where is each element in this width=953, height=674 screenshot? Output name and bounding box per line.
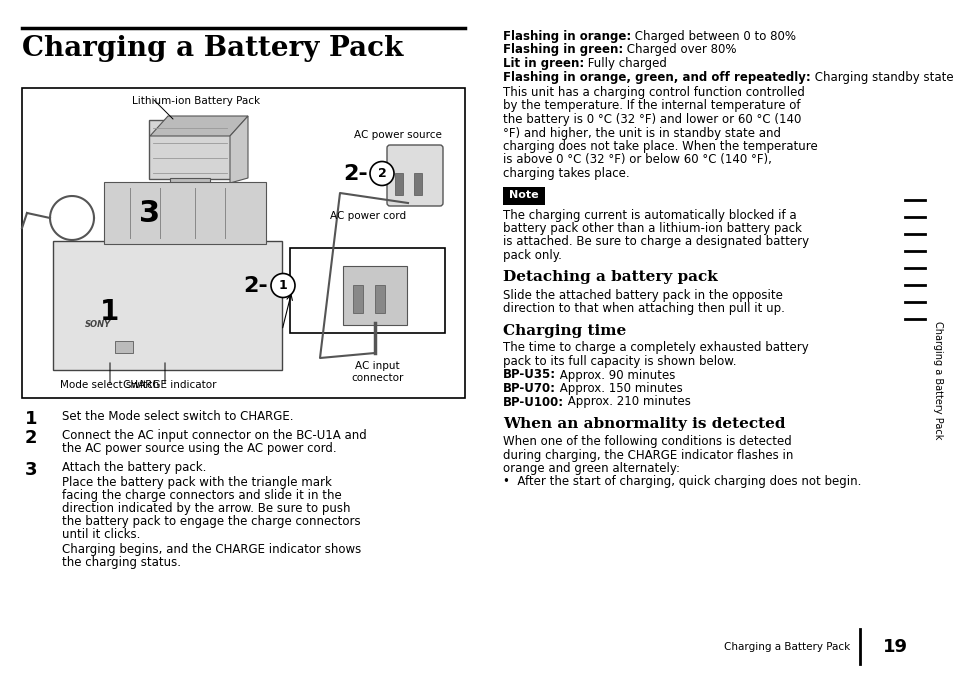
Text: BP-U35:: BP-U35: [502,369,556,381]
Text: Charging a Battery Pack: Charging a Battery Pack [932,321,942,439]
Circle shape [271,274,294,297]
Text: 3: 3 [139,199,160,228]
Text: Charged over 80%: Charged over 80% [622,44,736,57]
Text: battery pack other than a lithium-ion battery pack: battery pack other than a lithium-ion ba… [502,222,801,235]
Text: •  After the start of charging, quick charging does not begin.: • After the start of charging, quick cha… [502,475,861,489]
Text: Flashing in orange:: Flashing in orange: [502,30,631,43]
Bar [502,187,544,204]
Text: pack to its full capacity is shown below.: pack to its full capacity is shown below… [502,355,736,368]
Text: Lithium-ion Battery Pack: Lithium-ion Battery Pack [132,96,260,106]
Text: the battery pack to engage the charge connectors: the battery pack to engage the charge co… [62,515,360,528]
Text: Attach the battery pack.: Attach the battery pack. [62,461,206,474]
FancyBboxPatch shape [343,266,407,325]
Text: Charging a Battery Pack: Charging a Battery Pack [723,642,849,652]
FancyBboxPatch shape [53,241,282,370]
Text: Slide the attached battery pack in the opposite: Slide the attached battery pack in the o… [502,288,782,301]
Text: orange and green alternately:: orange and green alternately: [502,462,679,475]
Text: BP-U70:: BP-U70: [502,382,556,395]
Text: 1: 1 [278,279,287,292]
Text: Charging a Battery Pack: Charging a Battery Pack [22,35,403,62]
Text: Flashing in orange, green, and off repeatedly:: Flashing in orange, green, and off repea… [502,71,810,84]
Circle shape [370,162,394,185]
Text: When an abnormality is detected: When an abnormality is detected [502,417,784,431]
Bar [22,88,464,398]
Text: AC power source: AC power source [354,130,441,140]
Text: direction indicated by the arrow. Be sure to push: direction indicated by the arrow. Be sur… [62,502,350,515]
FancyBboxPatch shape [104,182,266,244]
Text: SONY: SONY [85,319,112,329]
Text: 3: 3 [25,461,37,479]
Text: Charged between 0 to 80%: Charged between 0 to 80% [631,30,796,43]
Text: This unit has a charging control function controlled: This unit has a charging control functio… [502,86,804,99]
Text: charging takes place.: charging takes place. [502,167,629,180]
Text: is attached. Be sure to charge a designated battery: is attached. Be sure to charge a designa… [502,235,808,249]
Text: 19: 19 [882,638,906,656]
Text: Charging time: Charging time [502,324,625,338]
Text: by the temperature. If the internal temperature of: by the temperature. If the internal temp… [502,100,800,113]
Text: the charging status.: the charging status. [62,556,181,569]
Text: BP-U100:: BP-U100: [502,396,563,408]
Bar [375,285,385,313]
Text: Set the Mode select switch to CHARGE.: Set the Mode select switch to CHARGE. [62,410,294,423]
Text: is above 0 °C (32 °F) or below 60 °C (140 °F),: is above 0 °C (32 °F) or below 60 °C (14… [502,154,771,166]
Text: Flashing in green:: Flashing in green: [502,44,622,57]
Bar [170,178,210,188]
Text: 1: 1 [100,298,119,326]
Text: facing the charge connectors and slide it in the: facing the charge connectors and slide i… [62,489,341,502]
Text: Approx. 150 minutes: Approx. 150 minutes [556,382,682,395]
Text: When one of the following conditions is detected: When one of the following conditions is … [502,435,791,448]
Bar [290,248,444,333]
Text: AC input
connector: AC input connector [351,361,403,384]
Bar [395,173,402,195]
Text: the AC power source using the AC power cord.: the AC power source using the AC power c… [62,442,336,455]
Text: 2: 2 [25,429,37,447]
Polygon shape [230,116,248,183]
Polygon shape [150,116,248,136]
Text: AC power cord: AC power cord [330,211,406,221]
Text: °F) and higher, the unit is in standby state and: °F) and higher, the unit is in standby s… [502,127,781,140]
Text: 1: 1 [25,410,37,428]
Bar [414,173,421,195]
Text: Detaching a battery pack: Detaching a battery pack [502,270,717,284]
Text: 2: 2 [377,167,386,180]
Text: Approx. 90 minutes: Approx. 90 minutes [556,369,675,381]
Text: 2-: 2- [243,276,268,295]
FancyBboxPatch shape [387,145,442,206]
Text: pack only.: pack only. [502,249,561,262]
Text: Place the battery pack with the triangle mark: Place the battery pack with the triangle… [62,476,332,489]
Text: until it clicks.: until it clicks. [62,528,140,541]
Text: Lit in green:: Lit in green: [502,57,583,70]
Bar [115,341,132,353]
Text: Charging begins, and the CHARGE indicator shows: Charging begins, and the CHARGE indicato… [62,543,361,556]
Text: The time to charge a completely exhausted battery: The time to charge a completely exhauste… [502,342,808,355]
Text: 2-: 2- [343,164,368,183]
Text: Note: Note [509,191,538,200]
Text: direction to that when attaching then pull it up.: direction to that when attaching then pu… [502,302,784,315]
Text: The charging current is automatically blocked if a: The charging current is automatically bl… [502,208,796,222]
Text: Fully charged: Fully charged [583,57,666,70]
Bar [353,285,363,313]
Text: Mode select switch: Mode select switch [60,380,159,390]
Text: during charging, the CHARGE indicator flashes in: during charging, the CHARGE indicator fl… [502,448,793,462]
Text: Approx. 210 minutes: Approx. 210 minutes [563,396,690,408]
Text: Connect the AC input connector on the BC-U1A and: Connect the AC input connector on the BC… [62,429,366,442]
FancyBboxPatch shape [149,120,231,179]
Text: charging does not take place. When the temperature: charging does not take place. When the t… [502,140,817,153]
Text: CHARGE indicator: CHARGE indicator [123,380,216,390]
Text: Charging standby state: Charging standby state [810,71,952,84]
Text: the battery is 0 °C (32 °F) and lower or 60 °C (140: the battery is 0 °C (32 °F) and lower or… [502,113,801,126]
